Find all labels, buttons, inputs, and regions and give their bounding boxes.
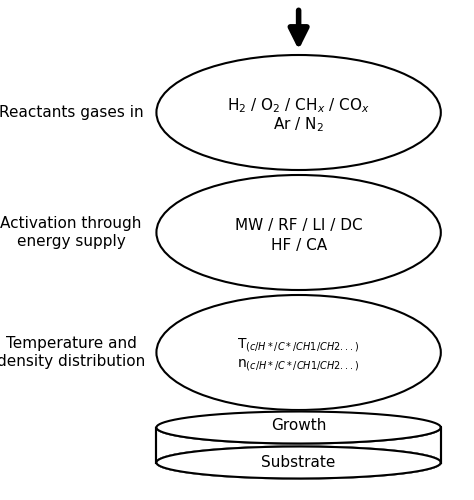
- Text: Ar / N$_2$: Ar / N$_2$: [273, 116, 324, 134]
- Ellipse shape: [156, 55, 441, 170]
- Polygon shape: [156, 412, 441, 444]
- Polygon shape: [156, 446, 441, 478]
- Text: n$_{(c/H*/C*/CH1/CH2...)}$: n$_{(c/H*/C*/CH1/CH2...)}$: [237, 357, 360, 373]
- Text: MW / RF / LI / DC: MW / RF / LI / DC: [235, 218, 363, 233]
- Text: Substrate: Substrate: [262, 455, 336, 470]
- Text: Growth: Growth: [271, 418, 326, 432]
- Text: H$_2$ / O$_2$ / CH$_x$ / CO$_x$: H$_2$ / O$_2$ / CH$_x$ / CO$_x$: [227, 96, 370, 115]
- Text: Temperature and
density distribution: Temperature and density distribution: [0, 336, 145, 368]
- Ellipse shape: [156, 295, 441, 410]
- Polygon shape: [156, 428, 441, 462]
- Text: HF / CA: HF / CA: [271, 238, 327, 252]
- Polygon shape: [156, 446, 441, 478]
- Text: Activation through
energy supply: Activation through energy supply: [0, 216, 142, 248]
- Text: Reactants gases in: Reactants gases in: [0, 105, 144, 120]
- Ellipse shape: [156, 175, 441, 290]
- Text: T$_{(c/H*/C*/CH1/CH2...)}$: T$_{(c/H*/C*/CH1/CH2...)}$: [237, 336, 360, 354]
